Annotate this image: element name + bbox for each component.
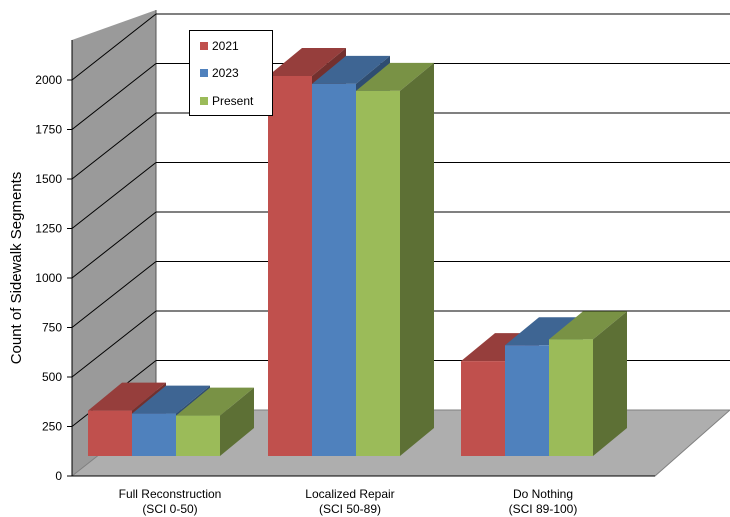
bar-side	[593, 311, 627, 456]
bars	[88, 48, 627, 457]
x-tick-label: (SCI 50-89)	[319, 502, 381, 516]
x-tick-label: Do Nothing	[513, 487, 573, 501]
x-tick-label: (SCI 0-50)	[142, 502, 197, 516]
y-tick-label: 1500	[35, 172, 62, 186]
legend-item-2021: 2021	[200, 38, 239, 54]
gridline-side	[71, 211, 157, 279]
bar	[356, 62, 434, 456]
bar-front	[176, 415, 220, 456]
x-axis-ticks: Full Reconstruction(SCI 0-50) Localized R…	[72, 475, 655, 516]
y-tick-label: 750	[42, 321, 62, 335]
legend-label-2021: 2021	[212, 39, 239, 53]
gridline-side	[71, 162, 157, 229]
bar-front	[356, 90, 400, 456]
y-tick-label: 1750	[35, 123, 62, 137]
legend-swatch-2021	[200, 42, 208, 50]
x-tick-label: Localized Repair	[305, 487, 394, 501]
gridline-side	[71, 112, 157, 180]
y-axis-label: Count of Sidewalk Segments	[8, 172, 25, 365]
bar-front	[461, 361, 505, 456]
bar-top	[549, 311, 627, 340]
legend-swatch-present	[200, 97, 208, 105]
legend-item-2023: 2023	[200, 65, 239, 81]
bar-top	[505, 317, 583, 346]
y-tick-label: 2000	[35, 73, 62, 87]
bar-top	[132, 385, 210, 414]
y-tick-label: 0	[55, 469, 62, 483]
legend: 2021 2023 Present	[189, 30, 273, 116]
bar-front	[505, 345, 549, 456]
gridline-side	[71, 310, 157, 378]
legend-swatch-2023	[200, 69, 208, 77]
bar	[549, 311, 627, 456]
bar-side	[400, 62, 434, 456]
bar-front	[549, 339, 593, 456]
side-wall	[72, 10, 156, 476]
bar-side	[220, 387, 254, 456]
legend-label-present: Present	[212, 94, 254, 108]
legend-label-2023: 2023	[212, 66, 239, 80]
y-tick-label: 250	[42, 420, 62, 434]
y-tick-label: 1250	[35, 222, 62, 236]
x-tick-label: Full Reconstruction	[119, 487, 222, 501]
bar-front	[88, 410, 132, 456]
bar	[176, 387, 254, 456]
y-axis-ticks: 0 250 500 750 1000 1250 1500 1750 2000	[35, 40, 73, 483]
y-tick-label: 500	[42, 370, 62, 384]
bar-front	[268, 76, 312, 456]
y-tick-label: 1000	[35, 271, 62, 285]
bar-top	[176, 387, 254, 416]
bar-top	[268, 48, 346, 76]
bar-top	[88, 382, 166, 411]
bar-front	[312, 83, 356, 457]
x-tick-label: (SCI 89-100)	[509, 502, 578, 516]
bar-front	[132, 413, 176, 456]
bar-top	[312, 55, 390, 84]
gridline-side	[71, 261, 157, 328]
gridline-side	[71, 63, 157, 130]
gridline-side	[71, 13, 157, 81]
bar-top	[356, 62, 434, 91]
legend-item-present: Present	[200, 93, 253, 109]
